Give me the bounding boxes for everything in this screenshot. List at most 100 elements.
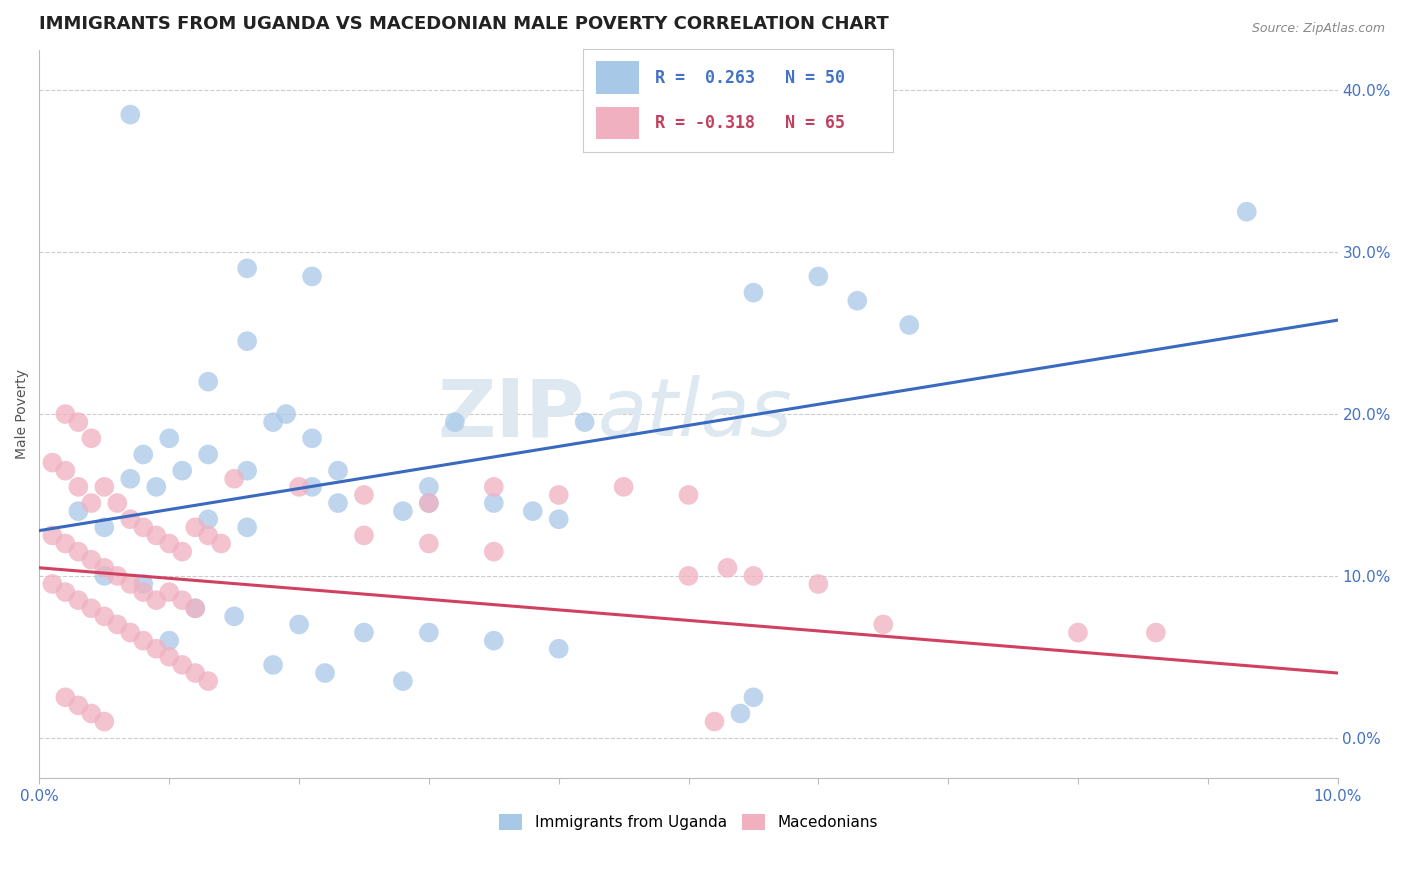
- Point: [301, 269, 323, 284]
- Point: [184, 665, 207, 680]
- Point: [55, 690, 77, 705]
- Point: [105, 617, 128, 632]
- Point: [742, 569, 765, 583]
- Point: [288, 480, 311, 494]
- Point: [197, 674, 219, 689]
- Point: [301, 480, 323, 494]
- Text: R =  0.263   N = 50: R = 0.263 N = 50: [655, 69, 845, 87]
- Point: [197, 375, 219, 389]
- Point: [482, 496, 505, 510]
- Point: [444, 415, 467, 429]
- FancyBboxPatch shape: [596, 106, 640, 139]
- Point: [132, 577, 155, 591]
- Point: [184, 601, 207, 615]
- Point: [1236, 204, 1258, 219]
- Point: [93, 569, 115, 583]
- Point: [184, 601, 207, 615]
- Point: [172, 593, 194, 607]
- Point: [418, 625, 440, 640]
- Point: [120, 107, 142, 121]
- Point: [157, 649, 180, 664]
- Point: [418, 496, 440, 510]
- Point: [274, 407, 297, 421]
- Point: [172, 544, 194, 558]
- Point: [224, 609, 246, 624]
- Point: [80, 431, 103, 445]
- Point: [482, 544, 505, 558]
- Point: [547, 512, 569, 526]
- Point: [55, 585, 77, 599]
- Point: [120, 512, 142, 526]
- Point: [197, 528, 219, 542]
- Point: [678, 488, 700, 502]
- Point: [353, 528, 375, 542]
- Point: [120, 577, 142, 591]
- Point: [55, 464, 77, 478]
- Point: [197, 448, 219, 462]
- Text: R = -0.318   N = 65: R = -0.318 N = 65: [655, 114, 845, 132]
- Point: [132, 585, 155, 599]
- Point: [262, 657, 284, 672]
- Point: [157, 431, 180, 445]
- Point: [93, 480, 115, 494]
- Point: [93, 561, 115, 575]
- Point: [157, 585, 180, 599]
- Text: IMMIGRANTS FROM UGANDA VS MACEDONIAN MALE POVERTY CORRELATION CHART: IMMIGRANTS FROM UGANDA VS MACEDONIAN MAL…: [39, 15, 889, 33]
- Point: [157, 536, 180, 550]
- Point: [120, 472, 142, 486]
- Point: [80, 552, 103, 566]
- Point: [209, 536, 232, 550]
- Point: [872, 617, 894, 632]
- Point: [613, 480, 636, 494]
- Point: [482, 633, 505, 648]
- Point: [93, 520, 115, 534]
- Point: [184, 520, 207, 534]
- Point: [172, 464, 194, 478]
- Point: [807, 269, 830, 284]
- Point: [132, 633, 155, 648]
- Point: [703, 714, 725, 729]
- Point: [55, 407, 77, 421]
- Point: [41, 528, 63, 542]
- Point: [80, 496, 103, 510]
- Point: [172, 657, 194, 672]
- Point: [418, 536, 440, 550]
- Point: [418, 496, 440, 510]
- Point: [67, 415, 90, 429]
- Point: [93, 714, 115, 729]
- Point: [224, 472, 246, 486]
- Point: [80, 706, 103, 721]
- Text: atlas: atlas: [598, 375, 793, 453]
- Point: [574, 415, 596, 429]
- Point: [392, 504, 415, 518]
- Point: [132, 448, 155, 462]
- Point: [262, 415, 284, 429]
- Point: [236, 334, 259, 348]
- Point: [105, 569, 128, 583]
- Point: [314, 665, 336, 680]
- Text: ZIP: ZIP: [437, 375, 585, 453]
- Point: [197, 512, 219, 526]
- Point: [67, 544, 90, 558]
- Point: [236, 261, 259, 276]
- Point: [1144, 625, 1167, 640]
- Point: [132, 520, 155, 534]
- Point: [41, 456, 63, 470]
- Point: [392, 674, 415, 689]
- Point: [547, 641, 569, 656]
- Point: [716, 561, 738, 575]
- Point: [120, 625, 142, 640]
- Point: [846, 293, 869, 308]
- Point: [41, 577, 63, 591]
- Legend: Immigrants from Uganda, Macedonians: Immigrants from Uganda, Macedonians: [494, 808, 884, 836]
- Point: [80, 601, 103, 615]
- Point: [93, 609, 115, 624]
- Point: [145, 641, 167, 656]
- Point: [547, 488, 569, 502]
- FancyBboxPatch shape: [596, 62, 640, 95]
- Point: [742, 285, 765, 300]
- Point: [730, 706, 752, 721]
- Point: [145, 480, 167, 494]
- Point: [807, 577, 830, 591]
- Point: [55, 536, 77, 550]
